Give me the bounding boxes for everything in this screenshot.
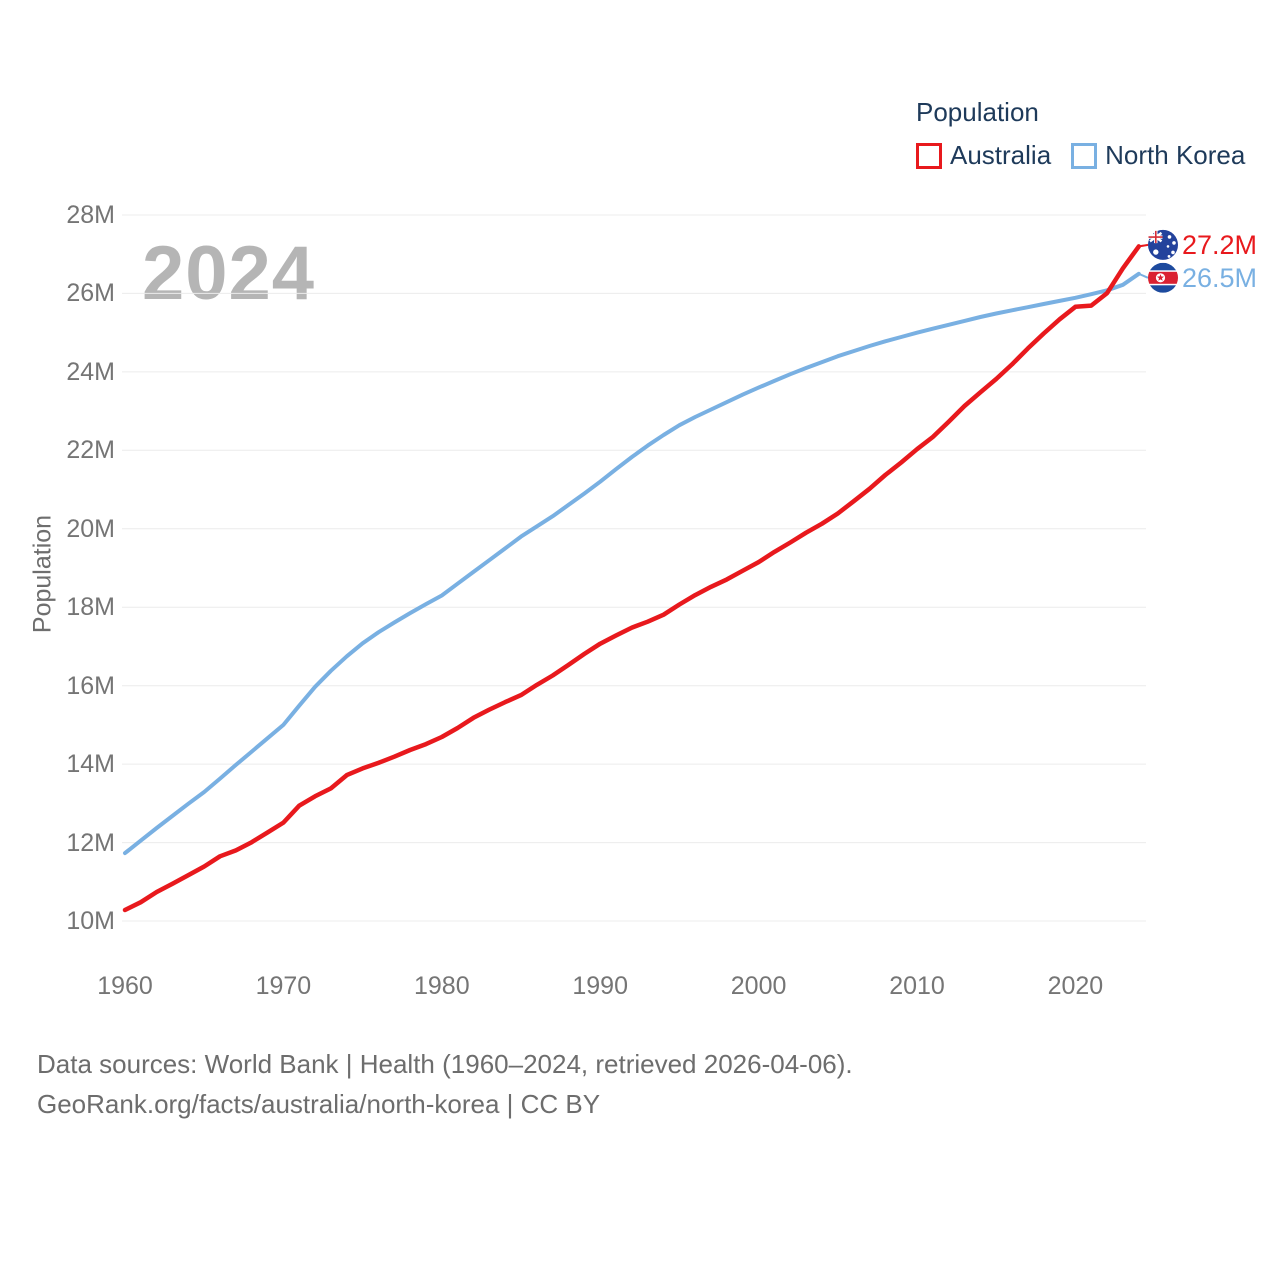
gridlines [122,214,1146,922]
y-tick-label: 12M [66,828,115,857]
x-tick-label: 2010 [889,972,945,1000]
legend-title: Population [916,97,1039,127]
legend-label-north-korea: North Korea [1105,140,1246,170]
legend-items: Australia North Korea [916,140,1245,171]
x-tick-label: 1970 [255,972,312,1000]
legend-item-north-korea[interactable]: North Korea [1071,140,1245,171]
line-australia[interactable] [122,244,1142,913]
australia-series-swatch [916,142,942,169]
end-connectors [1138,243,1149,279]
north-korea-end-value-label: 26.5M [1182,262,1258,293]
y-tick-label: 20M [66,514,115,543]
y-tick-label: 26M [66,279,115,308]
chart-legend: Population Australia North Korea [916,97,1245,171]
x-tick-label: 2000 [730,972,787,1000]
x-tick-label: 1960 [97,972,153,1000]
north-korea-series-swatch [1071,142,1098,169]
y-tick-label: 16M [66,671,115,700]
end-connector [1138,243,1149,248]
source-attribution: Data sources: World Bank | Health (1960–… [37,1044,853,1124]
x-tick-label: 2020 [1047,972,1104,1000]
australia-flag-icon [1148,229,1178,260]
x-tick-label: 1990 [572,972,628,1000]
series-lines [122,244,1142,913]
legend-label-australia: Australia [950,140,1052,170]
y-tick-label: 18M [66,593,115,622]
y-tick-label: 10M [66,907,115,935]
australia-end-value-label: 27.2M [1182,229,1258,260]
x-tick-label: 1980 [413,972,470,1000]
y-tick-label: 22M [66,436,115,465]
end-connector [1138,272,1149,279]
y-tick-label: 24M [66,357,115,386]
year-watermark: 2024 [142,231,316,316]
georank-url-line: GeoRank.org/facts/australia/north-korea … [37,1089,601,1119]
line-north-korea[interactable] [123,271,1141,856]
data-sources-line: Data sources: World Bank | Health (1960–… [37,1049,853,1079]
north-korea-flag-icon [1148,262,1178,293]
y-tick-label: 28M [66,201,115,229]
legend-item-australia[interactable]: Australia [916,140,1051,171]
y-tick-label: 14M [66,750,115,779]
